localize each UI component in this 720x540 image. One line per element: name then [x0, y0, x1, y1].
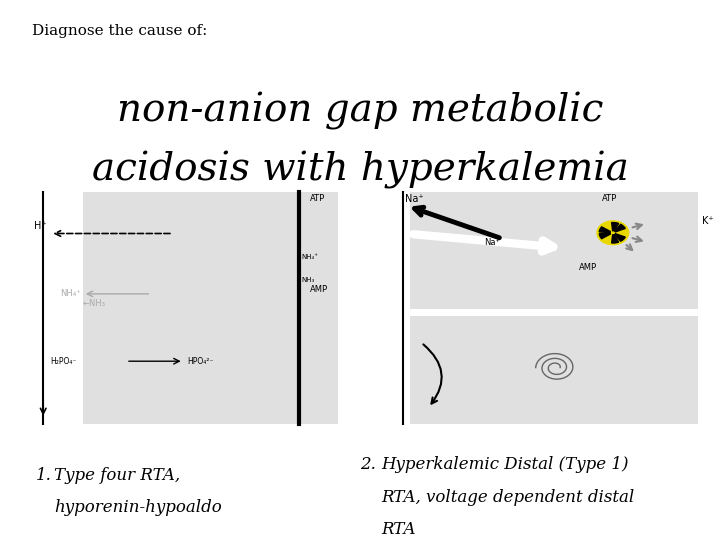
Text: ATP: ATP: [602, 194, 617, 204]
Text: NH₃: NH₃: [301, 277, 314, 283]
Polygon shape: [612, 235, 618, 243]
Text: NH₄⁺: NH₄⁺: [301, 254, 318, 260]
Text: K⁺: K⁺: [702, 216, 714, 226]
Text: H⁺: H⁺: [34, 221, 47, 231]
Text: non-anion gap metabolic: non-anion gap metabolic: [117, 92, 603, 130]
Text: Diagnose the cause of:: Diagnose the cause of:: [32, 24, 208, 38]
Text: 1.: 1.: [36, 467, 52, 484]
Polygon shape: [614, 234, 625, 241]
Polygon shape: [614, 225, 625, 232]
Text: hyporenin-hypoaldo: hyporenin-hypoaldo: [54, 500, 222, 516]
Text: AMP: AMP: [578, 264, 597, 273]
Text: ATP: ATP: [310, 194, 325, 204]
Text: ←NH₃: ←NH₃: [83, 299, 106, 308]
Polygon shape: [599, 233, 611, 239]
Text: Type four RTA,: Type four RTA,: [54, 467, 180, 484]
FancyBboxPatch shape: [410, 192, 698, 309]
Text: 2.: 2.: [360, 456, 376, 473]
Circle shape: [597, 221, 629, 245]
FancyBboxPatch shape: [410, 315, 698, 424]
Text: HPO₄²⁻: HPO₄²⁻: [187, 357, 214, 366]
Text: acidosis with hyperkalemia: acidosis with hyperkalemia: [91, 151, 629, 189]
FancyBboxPatch shape: [83, 192, 338, 424]
Text: NH₄⁺: NH₄⁺: [60, 289, 81, 299]
Text: H₂PO₄⁻: H₂PO₄⁻: [50, 357, 77, 366]
Text: Hyperkalemic Distal (Type 1): Hyperkalemic Distal (Type 1): [382, 456, 629, 473]
Text: RTA: RTA: [382, 521, 416, 538]
Polygon shape: [612, 222, 618, 231]
Polygon shape: [599, 227, 611, 233]
Text: AMP: AMP: [310, 285, 328, 294]
Text: Na⁺: Na⁺: [485, 238, 500, 247]
Text: Na⁺: Na⁺: [405, 194, 424, 205]
Text: RTA, voltage dependent distal: RTA, voltage dependent distal: [382, 489, 635, 505]
